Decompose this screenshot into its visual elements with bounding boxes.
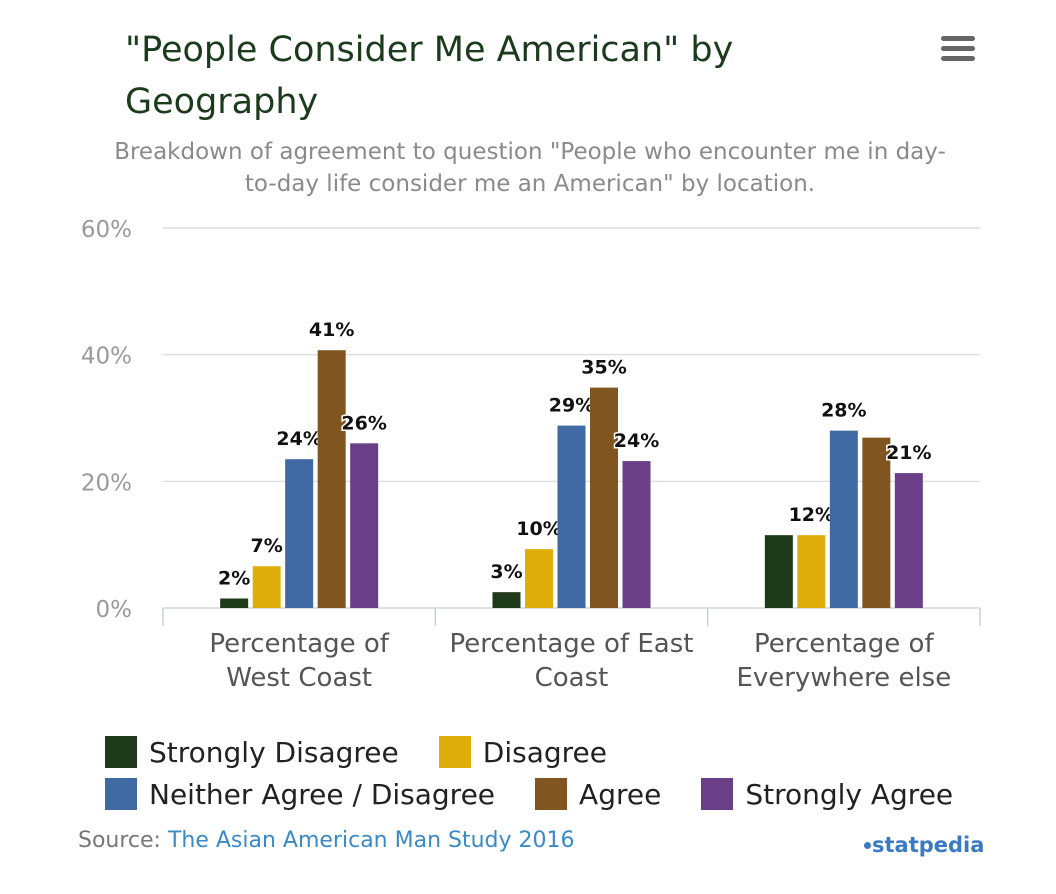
data-label: 21% (886, 442, 931, 464)
x-category-label: Percentage of (754, 629, 934, 659)
data-label: 12% (789, 504, 834, 526)
y-tick-label: 0% (96, 597, 133, 623)
bar (764, 535, 793, 608)
legend-item-strongly-disagree[interactable]: Strongly Disagree (105, 736, 399, 769)
data-label: 24% (614, 430, 659, 452)
y-tick-label: 60% (81, 217, 132, 243)
chart-legend: Strongly Disagree Disagree Neither Agree… (105, 731, 1005, 815)
legend-label: Strongly Disagree (149, 735, 399, 769)
chart-subtitle: Breakdown of agreement to question "Peop… (114, 139, 946, 197)
bar (797, 535, 826, 608)
data-label: 2% (218, 568, 250, 590)
data-label: 24% (276, 428, 321, 450)
x-category-label: Coast (535, 663, 609, 693)
statpedia-logo[interactable]: statpedia (864, 833, 984, 857)
bar (525, 549, 553, 608)
legend-item-strongly-agree[interactable]: Strongly Agree (701, 778, 953, 811)
chart-title: "People Consider Me American" by Geograp… (125, 30, 734, 122)
x-category-label: Everywhere else (736, 663, 951, 693)
legend-label: Neither Agree / Disagree (149, 777, 496, 811)
x-category-label: West Coast (226, 663, 372, 693)
data-label: 41% (309, 319, 354, 341)
hamburger-menu-icon[interactable] (938, 34, 978, 66)
bar (829, 430, 858, 608)
source-link[interactable]: The Asian American Man Study 2016 (167, 828, 575, 853)
brand-name: statpedia (872, 833, 985, 857)
data-label: 28% (821, 400, 866, 422)
y-tick-label: 20% (81, 470, 132, 496)
data-label: 35% (581, 357, 626, 379)
data-label: 10% (516, 518, 561, 540)
x-category-label: Percentage of (209, 629, 389, 659)
bar (492, 592, 521, 608)
legend-swatch (105, 736, 137, 768)
bar (894, 473, 923, 608)
bar (557, 425, 586, 608)
legend-swatch (535, 778, 568, 810)
legend-swatch (105, 778, 137, 810)
bar (285, 459, 314, 608)
x-category-label: Percentage of East (450, 629, 694, 659)
source-note: Source: The Asian American Man Study 201… (78, 828, 575, 853)
legend-item-agree[interactable]: Agree (535, 778, 661, 811)
legend-swatch (701, 778, 734, 810)
bar (622, 461, 651, 608)
legend-label: Strongly Agree (745, 777, 954, 811)
bar (252, 566, 281, 608)
data-label: 7% (251, 535, 283, 557)
legend-item-neither[interactable]: Neither Agree / Disagree (105, 778, 495, 811)
legend-item-disagree[interactable]: Disagree (438, 735, 607, 769)
source-prefix: Source: (78, 828, 168, 853)
legend-swatch (438, 736, 471, 768)
data-label: 3% (490, 561, 522, 583)
data-label: 26% (341, 412, 386, 434)
bar (590, 387, 618, 608)
bar-chart: 0% 20% 40% 60% 2%7% 24% 41% 26% Percentage of Wes… (81, 217, 981, 693)
y-tick-label: 40% (81, 344, 132, 370)
legend-label: Agree (579, 777, 662, 811)
bar (862, 437, 891, 608)
legend-label: Disagree (482, 735, 607, 769)
bar (317, 350, 346, 608)
logo-dot-icon (864, 841, 871, 849)
bar (350, 443, 379, 608)
data-label: 29% (549, 395, 594, 417)
bar (220, 598, 249, 608)
